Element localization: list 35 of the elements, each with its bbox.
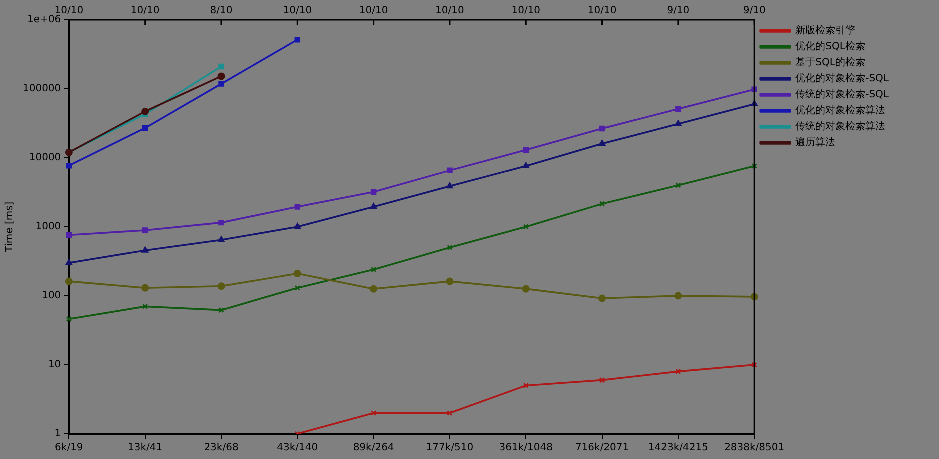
text: 10/10: [588, 6, 617, 17]
y-tick-label: 1: [54, 428, 62, 440]
legend-label: 优化的对象检索-SQL: [796, 72, 890, 85]
legend-label: 优化的SQL检索: [796, 40, 866, 53]
text: 8/10: [210, 6, 233, 17]
text: 10/10: [283, 6, 312, 17]
text: 9/10: [743, 6, 766, 17]
text: 10/10: [436, 6, 464, 17]
legend-label: 新版检索引擎: [796, 24, 856, 37]
x-tick-label: 2838k/8501: [724, 442, 785, 454]
x-tick-label: 13k/41: [128, 442, 163, 454]
x-tick-label: 716k/2071: [575, 442, 630, 454]
y-tick-label: 1e+06: [28, 14, 62, 26]
y-axis-title: Time [ms]: [4, 202, 16, 254]
x-tick-label: 177k/510: [426, 442, 474, 454]
text: 10/10: [359, 6, 388, 17]
legend-label: 优化的对象检索算法: [796, 104, 886, 117]
x-tick-label: 43k/140: [277, 442, 318, 454]
legend-label: 传统的对象检索算法: [796, 120, 886, 133]
y-tick-label: 1000: [36, 222, 62, 233]
legend-label: 遍历算法: [796, 136, 836, 149]
x-tick-label: 6k/19: [55, 442, 84, 454]
y-tick-label: 100000: [22, 84, 62, 95]
legend-label: 基于SQL的检索: [796, 56, 866, 69]
y-tick-label: 10: [48, 360, 62, 371]
x-tick-label: 89k/264: [353, 442, 394, 454]
y-tick-label: 10000: [29, 152, 62, 164]
x-tick-label: 1423k/4215: [648, 442, 708, 454]
x-tick-label: 361k/1048: [499, 442, 553, 454]
text: 10/10: [130, 6, 160, 17]
legend-label: 传统的对象检索-SQL: [796, 88, 890, 101]
x-tick-label: 23k/68: [204, 442, 239, 454]
text: 10/10: [512, 6, 541, 17]
text: 9/10: [667, 6, 690, 17]
y-tick-label: 100: [42, 290, 62, 302]
